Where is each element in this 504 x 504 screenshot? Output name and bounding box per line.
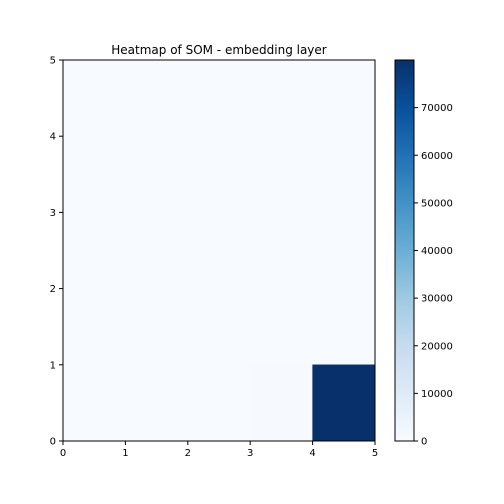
colorbar (394, 59, 415, 442)
heatmap-cell (125, 364, 189, 442)
colorbar-tick-label: 40000 (421, 246, 453, 257)
heatmap-cell (125, 59, 189, 137)
y-tick-label: 5 (50, 56, 56, 67)
heatmap-cell (187, 288, 251, 366)
heatmap-cell (249, 288, 313, 366)
plot-frame (62, 59, 376, 442)
x-tick-label: 2 (185, 448, 191, 459)
heatmap-cell (187, 59, 251, 137)
x-tick-label: 3 (247, 448, 253, 459)
colorbar-tick-label: 10000 (421, 389, 453, 400)
heatmap-cell (62, 59, 126, 137)
heatmap-cell (312, 288, 376, 366)
heatmap-cell (125, 288, 189, 366)
x-tick-label: 1 (122, 448, 128, 459)
colorbar-tick-label: 60000 (421, 151, 453, 162)
heatmap-cell (312, 364, 376, 442)
heatmap-cell (125, 135, 189, 213)
colorbar-axis: 0 10000 20000 30000 40000 50000 60000 70000 (414, 103, 453, 448)
heatmap-cell (62, 364, 126, 442)
chart-title: Heatmap of SOM - embedding layer (111, 43, 327, 57)
y-tick-label: 4 (50, 132, 56, 143)
y-tick-label: 2 (50, 284, 56, 295)
colorbar-tick-label: 70000 (421, 103, 453, 114)
x-tick-label: 4 (309, 448, 315, 459)
heatmap-cell (249, 135, 313, 213)
heatmap-cell (249, 364, 313, 442)
heatmap-cell (312, 212, 376, 289)
heatmap-cell (249, 212, 313, 289)
colorbar-tick-label: 50000 (421, 198, 453, 209)
heatmap-cell (125, 212, 189, 289)
y-tick-label: 1 (50, 360, 56, 371)
colorbar-tick-label: 20000 (421, 341, 453, 352)
heatmap-cell (312, 59, 376, 137)
x-tick-label: 0 (60, 448, 66, 459)
heatmap-cell (62, 212, 126, 289)
heatmap-cell (187, 212, 251, 289)
heatmap-cell (187, 135, 251, 213)
heatmap-cell (62, 135, 126, 213)
heatmap-cell (249, 59, 313, 137)
y-axis: 0 1 2 3 4 5 (50, 56, 63, 448)
heatmap-cells (62, 59, 376, 442)
x-tick-label: 5 (372, 448, 378, 459)
heatmap-cell (187, 364, 251, 442)
colorbar-tick-label: 30000 (421, 294, 453, 305)
y-tick-label: 3 (50, 208, 56, 219)
colorbar-tick-label: 0 (421, 437, 427, 448)
heatmap-cell (312, 135, 376, 213)
y-tick-label: 0 (50, 437, 56, 448)
x-axis: 0 1 2 3 4 5 (60, 441, 378, 459)
heatmap-cell (62, 288, 126, 366)
